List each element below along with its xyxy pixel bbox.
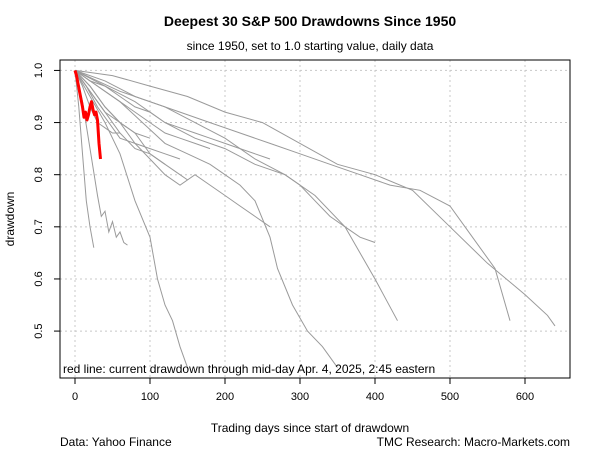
chart-title: Deepest 30 S&P 500 Drawdowns Since 1950 [164,13,457,29]
y-tick-label: 0.9 [33,115,45,130]
x-axis: 0 100 200 300 400 500 600 [72,378,534,403]
drawdown-series-line [74,69,556,327]
drawdown-series-line [74,70,181,160]
chart-subtitle: since 1950, set to 1.0 starting value, d… [187,39,434,53]
x-tick-label: 0 [72,391,78,403]
y-tick-label: 1.0 [33,63,45,78]
current-series [73,69,102,160]
drawdown-series-line [74,70,271,228]
x-tick-label: 200 [216,391,234,403]
drawdown-series-line [74,69,398,321]
drawdown-series-line [74,69,511,321]
drawdown-series-line [74,69,376,243]
drawdown-series-line [74,70,128,246]
footer-source: Data: Yahoo Finance [60,435,172,449]
y-axis: 0.5 0.6 0.7 0.8 0.9 1.0 [33,63,60,339]
x-tick-label: 500 [441,391,459,403]
drawdown-series-line [74,69,211,150]
x-tick-label: 400 [366,391,384,403]
plot-frame [59,59,571,379]
drawdown-series-line [74,69,271,160]
y-axis-label: drawdown [3,192,17,247]
y-tick-label: 0.6 [33,271,45,286]
x-tick-label: 300 [291,391,309,403]
current-drawdown-line [73,69,102,160]
drawdown-series-line [74,70,151,139]
y-tick-label: 0.5 [33,323,45,338]
x-tick-label: 600 [516,391,534,403]
drawdown-series-line [74,69,338,368]
y-tick-label: 0.7 [33,219,45,234]
footer-credit: TMC Research: Macro-Markets.com [377,435,570,449]
drawdown-series-line [74,70,188,368]
drawdown-series-line [74,70,95,248]
x-tick-label: 100 [141,391,159,403]
y-tick-label: 0.8 [33,167,45,182]
historical-series [74,69,556,368]
x-axis-label: Trading days since start of drawdown [211,421,409,435]
grid [60,60,570,378]
chart-annotation: red line: current drawdown through mid-d… [63,362,435,376]
